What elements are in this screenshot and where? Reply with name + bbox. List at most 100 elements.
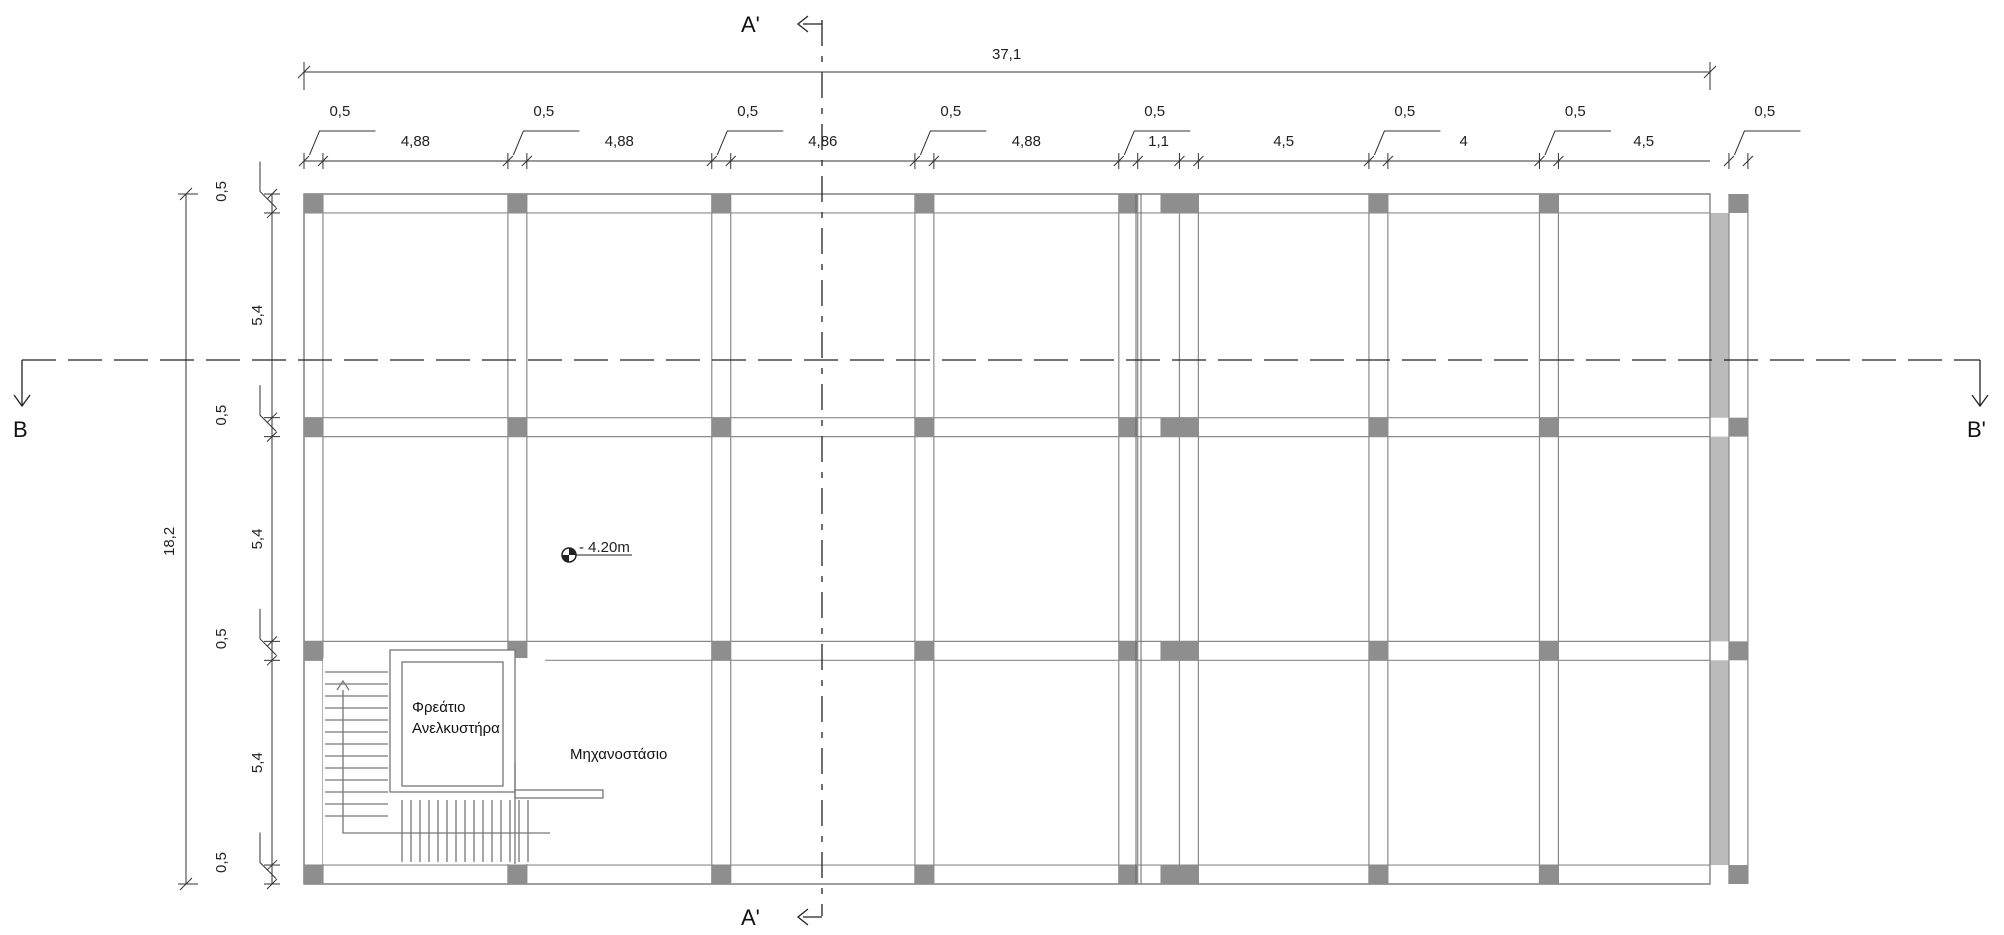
column	[1179, 194, 1199, 213]
bay-width-label: 4,86	[808, 133, 837, 150]
dimension-tick	[1113, 155, 1125, 167]
column-width-label: 0,5	[1144, 103, 1165, 120]
dimension-tick	[1132, 155, 1144, 167]
dimension-tick	[1723, 155, 1735, 167]
leader-line	[1123, 130, 1191, 156]
bay-width-label: 1,1	[1148, 133, 1169, 150]
bay-width-label: 4,88	[605, 133, 634, 150]
dimension-tick	[706, 155, 718, 167]
leader-line	[259, 608, 277, 656]
overall-width-value: 37,1	[992, 46, 1021, 63]
arrow-down-icon	[1971, 394, 1989, 408]
overall-depth-value: 18,2	[161, 527, 178, 556]
leader-line	[919, 130, 987, 156]
leader-line	[309, 130, 376, 156]
column	[1728, 194, 1748, 213]
column	[1728, 417, 1748, 437]
column-width-label: 0,5	[1565, 103, 1586, 120]
dimension-tick	[266, 412, 278, 424]
dimension-tick	[1553, 155, 1564, 167]
bay-width-label: 4,88	[1012, 133, 1041, 150]
column	[1728, 865, 1748, 884]
bay-width-dimensions: 4,88 4,88 4,86 4,88 1,1 4,5 4 4,5 0,5 0,5 0,5 0,5 0,…	[298, 103, 1801, 169]
section-b-left-label: B	[13, 417, 28, 442]
column	[1539, 417, 1559, 437]
column	[1539, 641, 1559, 661]
leader-line	[1544, 130, 1611, 156]
dimension-tick	[317, 155, 329, 167]
dimension-tick	[1174, 155, 1185, 167]
bay-width-label: 4,5	[1633, 133, 1654, 150]
section-line-a: A' A'	[741, 12, 823, 930]
section-a-bottom-label: A'	[741, 905, 760, 930]
column-width-label: 0,5	[329, 103, 350, 120]
column	[1728, 641, 1748, 661]
dimension-tick	[521, 155, 533, 167]
bay-width-label: 4	[1459, 133, 1467, 150]
bay-width-label: 4,88	[401, 133, 430, 150]
dimension-tick	[1193, 155, 1204, 167]
column	[304, 865, 323, 884]
column	[1368, 194, 1388, 213]
column-width-label: 0,5	[940, 103, 961, 120]
section-a-top-label: A'	[741, 12, 760, 37]
column	[1179, 641, 1199, 661]
bay-width-label: 4,5	[1273, 133, 1294, 150]
structural-frame	[303, 193, 1749, 885]
dimension-tick	[266, 859, 278, 871]
column	[1118, 865, 1138, 884]
column	[914, 417, 934, 437]
dimension-tick	[928, 155, 940, 167]
section-b-right-label: B'	[1967, 417, 1986, 442]
dimension-tick	[266, 207, 278, 219]
machine-room-label: Μηχανοστάσιο	[570, 746, 667, 763]
leader-line	[259, 385, 277, 432]
column	[1160, 194, 1180, 213]
column-width-label: 0,5	[1754, 103, 1775, 120]
shaft-label-line1: Φρεάτιο	[412, 699, 465, 716]
column	[1368, 865, 1388, 884]
column-width-label: 0,5	[533, 103, 554, 120]
section-line-b: B B'	[13, 359, 1989, 442]
leader-line	[716, 130, 784, 156]
column-depth-label: 0,5	[213, 852, 230, 873]
column-depth-label: 0,5	[213, 628, 230, 649]
bay-depth-dimensions: 5,4 5,4 5,4 0,5 0,5 0,5 0,5	[213, 161, 280, 890]
dimension-tick	[725, 155, 737, 167]
shaft-label-line2: Ανελκυστήρα	[412, 720, 500, 737]
dimension-tick	[266, 431, 278, 442]
column	[1118, 641, 1138, 661]
column	[507, 194, 527, 213]
elevator-shaft: Φρεάτιο Ανελκυστήρα	[412, 699, 500, 737]
dimension-tick	[298, 155, 310, 167]
column-width-label: 0,5	[737, 103, 758, 120]
leader-line	[259, 832, 277, 879]
column	[1179, 417, 1199, 437]
column-depth-label: 0,5	[213, 405, 230, 426]
column	[1118, 194, 1138, 213]
arrow-left-icon	[796, 908, 809, 926]
column	[1179, 865, 1199, 884]
leader-line	[512, 130, 580, 156]
column	[1118, 417, 1138, 437]
leader-line	[1373, 130, 1441, 156]
leader-line	[259, 161, 277, 208]
dimension-tick	[1382, 155, 1394, 167]
dimension-tick	[909, 155, 921, 167]
level-marker: - 4.20m	[561, 539, 632, 563]
column	[1160, 865, 1180, 884]
bay-depth-label: 5,4	[249, 752, 266, 773]
column	[304, 194, 323, 213]
dimension-tick	[266, 636, 278, 647]
arrow-left-icon	[796, 15, 809, 33]
column	[914, 641, 934, 661]
expansion-joint	[1135, 194, 1142, 884]
column	[507, 417, 527, 437]
column	[1368, 417, 1388, 437]
column	[711, 865, 731, 884]
arrow-down-icon	[13, 394, 31, 408]
column	[711, 194, 731, 213]
column	[914, 865, 934, 884]
level-value: - 4.20m	[579, 539, 630, 556]
